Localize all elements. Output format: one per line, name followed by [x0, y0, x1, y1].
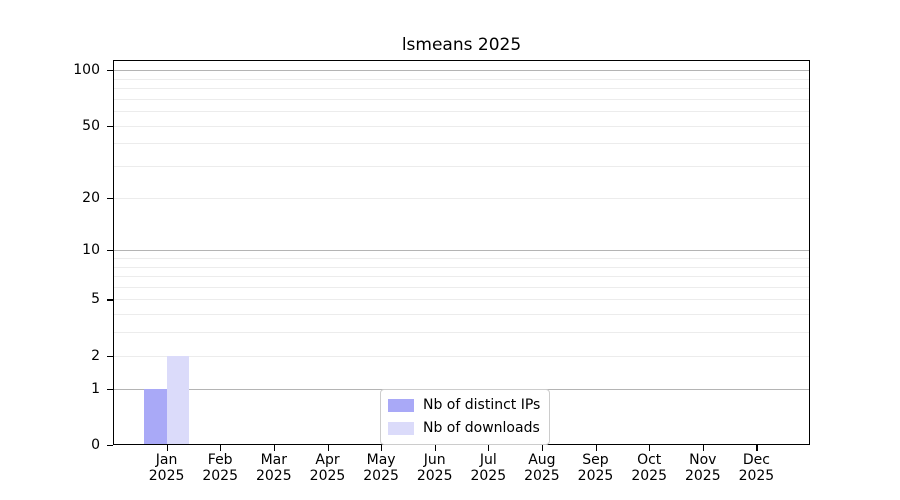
y-tick	[107, 355, 113, 357]
y-tick	[107, 445, 113, 447]
x-tick	[327, 445, 329, 451]
y-tick	[107, 299, 113, 301]
x-tick-label: Oct 2025	[631, 452, 667, 484]
x-tick-label: Jul 2025	[470, 452, 507, 484]
gridline-minor	[113, 197, 810, 199]
x-tick-label: Feb 2025	[202, 452, 238, 484]
y-tick-label: 2	[91, 347, 100, 364]
gridline-minor	[113, 276, 810, 277]
x-tick	[220, 445, 222, 451]
y-tick	[107, 250, 113, 252]
x-tick	[273, 445, 275, 451]
y-tick-label: 50	[82, 117, 100, 134]
y-tick-label: 10	[82, 242, 100, 259]
x-tick-label: Sep 2025	[577, 452, 614, 484]
gridline-minor	[113, 166, 810, 167]
gridline-minor	[113, 299, 810, 301]
x-tick-label: Nov 2025	[684, 452, 721, 484]
x-tick-label: Apr 2025	[309, 452, 346, 484]
plot-border	[113, 60, 810, 445]
bar-nb-of-distinct-ips	[144, 388, 167, 445]
gridline-major	[113, 250, 810, 252]
x-tick-label: May 2025	[363, 452, 399, 484]
gridline-minor	[113, 257, 810, 259]
legend-row-distinct-ips: Nb of distinct IPs	[388, 397, 540, 414]
x-tick	[434, 445, 436, 451]
x-tick-label: Mar 2025	[255, 452, 292, 484]
x-tick-label: Jun 2025	[416, 452, 453, 484]
legend-swatch-downloads-icon	[388, 422, 414, 435]
gridline-minor	[113, 143, 810, 145]
y-tick-label: 5	[91, 291, 100, 308]
gridline-major	[113, 70, 810, 71]
gridline-minor	[113, 266, 810, 268]
gridline-minor	[113, 314, 810, 316]
chart-title: lsmeans 2025	[401, 35, 522, 55]
y-tick	[107, 388, 113, 390]
x-tick	[381, 445, 383, 451]
gridline-minor	[113, 355, 810, 357]
gridline-minor	[113, 332, 810, 334]
x-tick-label: Jan 2025	[148, 452, 185, 484]
y-tick-label: 100	[73, 62, 100, 78]
y-tick-label: 20	[82, 189, 100, 206]
x-tick	[166, 445, 168, 451]
y-tick	[107, 70, 113, 72]
y-tick	[107, 197, 113, 199]
x-tick	[649, 445, 651, 451]
gridline-minor	[113, 286, 810, 288]
y-tick-label: 0	[91, 437, 100, 453]
gridline-minor	[113, 78, 810, 80]
legend-label-downloads: Nb of downloads	[423, 420, 540, 436]
legend-row-downloads: Nb of downloads	[388, 420, 540, 437]
gridline-minor	[113, 87, 810, 89]
legend: Nb of distinct IPs Nb of downloads	[380, 389, 551, 445]
gridline-minor	[113, 111, 810, 112]
x-tick	[541, 445, 544, 451]
y-tick-label: 1	[91, 380, 100, 397]
gridline-minor	[113, 98, 810, 100]
y-tick	[107, 125, 113, 127]
legend-swatch-distinct-ips-icon	[388, 399, 414, 412]
x-tick	[488, 445, 490, 451]
legend-label-distinct-ips: Nb of distinct IPs	[423, 397, 541, 413]
bar-nb-of-downloads	[166, 355, 190, 445]
x-tick	[595, 445, 597, 451]
x-tick	[756, 445, 758, 451]
gridline-minor	[113, 125, 810, 127]
x-tick	[702, 445, 704, 451]
x-tick-label: Dec 2025	[738, 452, 775, 484]
x-tick-label: Aug 2025	[524, 452, 560, 484]
